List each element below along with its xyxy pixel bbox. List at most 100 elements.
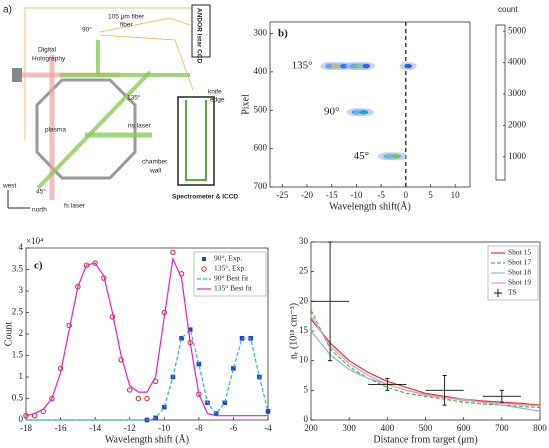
label: ns laser xyxy=(128,123,152,130)
y-tick-label: 400 xyxy=(254,66,268,76)
spot xyxy=(359,109,369,115)
x-tick-label: -15 xyxy=(326,190,338,200)
fiber-line xyxy=(99,34,194,91)
legend-label: 90° Best fit xyxy=(214,274,249,283)
y-tick-label: 0 xyxy=(19,414,24,424)
colorbar-tick-label: 3000 xyxy=(508,88,527,98)
spectrometer-path xyxy=(185,100,207,181)
legend-label: 135°, Exp. xyxy=(214,264,246,273)
x-tick-label: -12 xyxy=(124,423,136,433)
y-tick-label: 5 xyxy=(304,384,309,394)
x-tick-label: -14 xyxy=(89,423,101,433)
colorbar-tick-label: 1000 xyxy=(508,151,527,161)
colorbar-tick-label: 5000 xyxy=(508,25,527,35)
series-line xyxy=(26,328,269,421)
panel-label: c) xyxy=(34,260,43,272)
marker xyxy=(49,395,55,402)
y-tick-label: 3 xyxy=(19,285,24,295)
setup-diagram: a) 105 μm fiber fiber 90° ANDOR Istar CC… xyxy=(2,4,238,214)
x-tick-label: 700 xyxy=(495,423,509,433)
y-axis-label: nₑ (10¹⁸ cm⁻³) xyxy=(288,303,299,359)
y-tick-label: 600 xyxy=(254,143,268,153)
y-tick-label: 0 xyxy=(304,414,309,424)
y-tick-label: 20 xyxy=(299,295,309,305)
series-line xyxy=(310,318,541,406)
x-tick-label: -10 xyxy=(350,190,362,200)
x-tick-label: 600 xyxy=(457,423,471,433)
y-tick-label: 500 xyxy=(254,104,268,114)
label: north xyxy=(32,207,47,214)
y-tick-label: 15 xyxy=(299,325,309,335)
x-tick-label: -10 xyxy=(158,423,170,433)
x-tick-label: -25 xyxy=(276,190,288,200)
chamber-wall xyxy=(35,78,137,180)
colorbar-label: count xyxy=(498,5,518,14)
label: west xyxy=(2,183,17,190)
x-tick-label: 5 xyxy=(428,190,433,200)
x-tick-label: -6 xyxy=(230,423,238,433)
x-tick-label: 10 xyxy=(451,190,461,200)
legend-swatch xyxy=(202,257,206,261)
x-tick-label: 500 xyxy=(419,423,433,433)
legend-label: TS xyxy=(508,288,517,297)
x-tick-label: -20 xyxy=(301,190,313,200)
x-tick-label: 300 xyxy=(342,423,356,433)
spectrometer xyxy=(177,96,215,186)
x-tick-label: 0 xyxy=(404,190,409,200)
label: 135° xyxy=(127,94,141,102)
annotation: 90° xyxy=(324,106,339,118)
colorbar-tick-label: 4000 xyxy=(508,57,527,67)
label: Digital xyxy=(38,47,57,54)
x-tick-label: -16 xyxy=(55,423,67,433)
series-line xyxy=(25,256,268,417)
y-tick-label: 25 xyxy=(299,266,309,276)
x-axis-label: Wavelength shift (Å) xyxy=(105,433,189,445)
y-tick-label: 3.5 xyxy=(12,264,24,274)
x-axis-label: Distance from target (μm) xyxy=(373,434,477,445)
x-axis-label: Wavelength shift(Å) xyxy=(329,200,411,212)
ccd xyxy=(191,4,211,58)
y-tick-label: 2 xyxy=(19,328,24,338)
panel-label: a) xyxy=(3,5,12,16)
label: fiber xyxy=(120,22,133,29)
label: Holography xyxy=(32,56,66,63)
y-tick-label: 2.5 xyxy=(12,307,24,317)
probe-beam xyxy=(36,70,152,190)
marker xyxy=(127,387,133,393)
label: 45° xyxy=(36,188,46,196)
y-axis-label: Count xyxy=(3,322,14,347)
y-tick-label: 300 xyxy=(254,28,268,38)
y-scale-label: ×10⁴ xyxy=(26,236,43,246)
label: wall xyxy=(149,168,162,175)
spot xyxy=(390,154,402,159)
camera xyxy=(12,68,22,82)
fiber-line xyxy=(99,17,191,33)
annotation: 135° xyxy=(292,60,313,72)
legend-label: Shot 17 xyxy=(508,258,531,267)
series-line xyxy=(310,330,541,412)
label: chamber xyxy=(142,159,168,166)
legend-label: Shot 15 xyxy=(508,248,531,257)
x-tick-label: 200 xyxy=(304,423,318,433)
legend-label: Shot 18 xyxy=(508,268,531,277)
colorbar xyxy=(495,24,506,181)
label: plasma xyxy=(45,127,66,134)
label: fs laser xyxy=(64,203,86,210)
x-tick-label: -8 xyxy=(195,423,203,433)
x-tick-label: 400 xyxy=(381,423,395,433)
marker xyxy=(144,395,150,402)
y-axis-label: Pixel xyxy=(240,94,251,115)
x-tick-label: -4 xyxy=(264,423,272,433)
marker xyxy=(135,395,142,402)
colorbar-tick-label: 2000 xyxy=(508,119,527,129)
y-tick-label: 700 xyxy=(254,181,268,191)
label: 90° xyxy=(82,26,92,34)
label: ANDOR Istar CCD xyxy=(195,8,202,64)
x-tick-label: 800 xyxy=(533,423,547,433)
legend-label: 90°, Exp. xyxy=(214,254,242,263)
plot-frame xyxy=(269,21,471,188)
legend-swatch xyxy=(201,266,207,272)
label: edge xyxy=(210,97,225,104)
spot xyxy=(362,63,371,69)
